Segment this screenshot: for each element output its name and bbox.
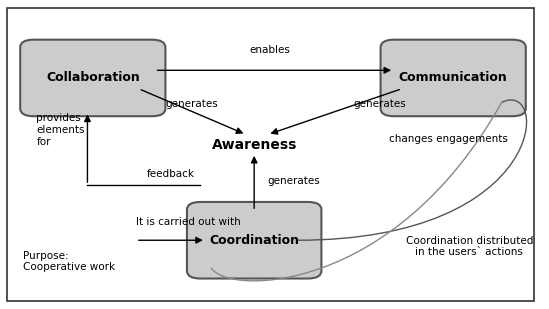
FancyBboxPatch shape — [20, 40, 165, 116]
Text: enables: enables — [250, 45, 291, 55]
Text: provides
elements
for: provides elements for — [36, 113, 85, 146]
Text: Awareness: Awareness — [211, 138, 297, 152]
Text: generates: generates — [267, 176, 321, 185]
Text: Coordination: Coordination — [209, 234, 299, 247]
Text: generates: generates — [354, 99, 406, 109]
Text: changes engagements: changes engagements — [389, 134, 507, 144]
FancyBboxPatch shape — [187, 202, 321, 278]
Text: It is carried out with: It is carried out with — [136, 217, 240, 227]
Text: feedback: feedback — [147, 169, 194, 180]
Text: Coordination distributed
in the users` actions: Coordination distributed in the users` a… — [406, 235, 533, 257]
Text: generates: generates — [165, 99, 218, 109]
FancyBboxPatch shape — [380, 40, 526, 116]
Text: Collaboration: Collaboration — [46, 71, 139, 84]
Text: Purpose:
Cooperative work: Purpose: Cooperative work — [23, 251, 115, 273]
Text: Communication: Communication — [399, 71, 508, 84]
